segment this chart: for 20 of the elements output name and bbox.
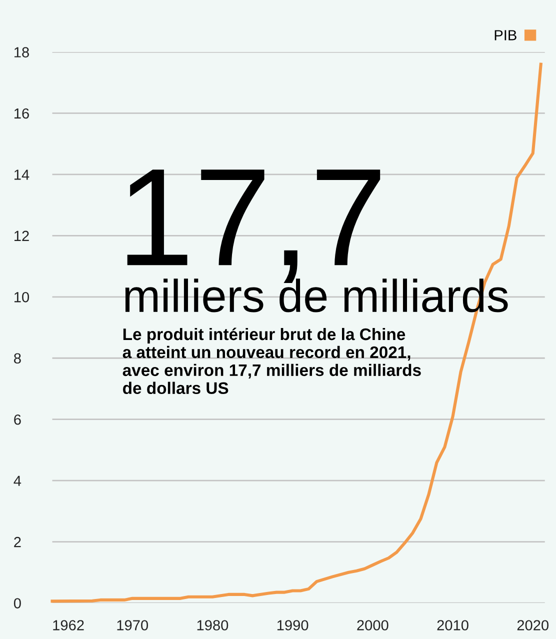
- annotation: Le produit intérieur brut de la Chine a atteint un nouveau record en 2021, avec environ 17,7 milliers de milliards de dollars US: [122, 328, 421, 394]
- y-tick-label: 10: [14, 292, 30, 302]
- y-tick-label: 18: [14, 47, 29, 58]
- y-tick-label: 12: [14, 230, 29, 241]
- x-tick-label: 1970: [117, 620, 148, 630]
- y-tick-label: 16: [14, 108, 29, 119]
- y-tick-label: 14: [14, 170, 30, 180]
- line-series: [50, 62, 542, 603]
- x-tick-label: 1990: [277, 620, 308, 630]
- legend-label: PIB: [494, 30, 516, 40]
- x-tick-label: 2000: [357, 620, 388, 630]
- x-tick-label: 1980: [197, 620, 228, 630]
- x-tick-label: 2010: [437, 620, 468, 630]
- y-tick-label: 2: [14, 536, 21, 548]
- y-tick-label: 6: [14, 414, 21, 425]
- x-tick-label: 1962: [53, 620, 84, 630]
- x-tick-label: 2020: [517, 620, 549, 630]
- y-tick-label: 0: [14, 598, 21, 608]
- y-tick-label: 4: [14, 476, 22, 486]
- y-tick-label: 8: [14, 353, 21, 364]
